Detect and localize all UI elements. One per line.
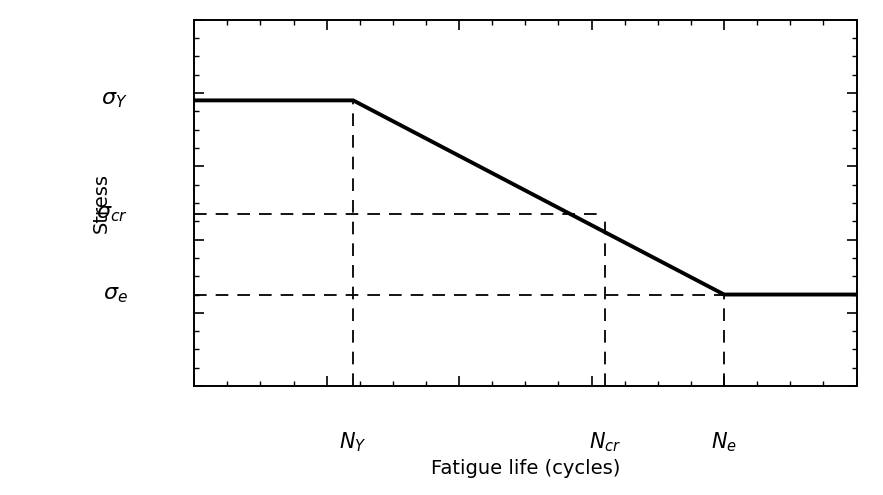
Text: $\sigma_Y$: $\sigma_Y$ bbox=[102, 91, 128, 110]
Text: $\sigma_e$: $\sigma_e$ bbox=[103, 285, 128, 304]
Text: $\sigma_{cr}$: $\sigma_{cr}$ bbox=[96, 204, 128, 224]
Text: $N_e$: $N_e$ bbox=[711, 430, 737, 453]
Text: $N_{cr}$: $N_{cr}$ bbox=[589, 430, 621, 453]
Y-axis label: Stress: Stress bbox=[92, 173, 111, 233]
Text: Fatigue life (cycles): Fatigue life (cycles) bbox=[431, 459, 620, 478]
Text: $N_Y$: $N_Y$ bbox=[339, 430, 367, 453]
